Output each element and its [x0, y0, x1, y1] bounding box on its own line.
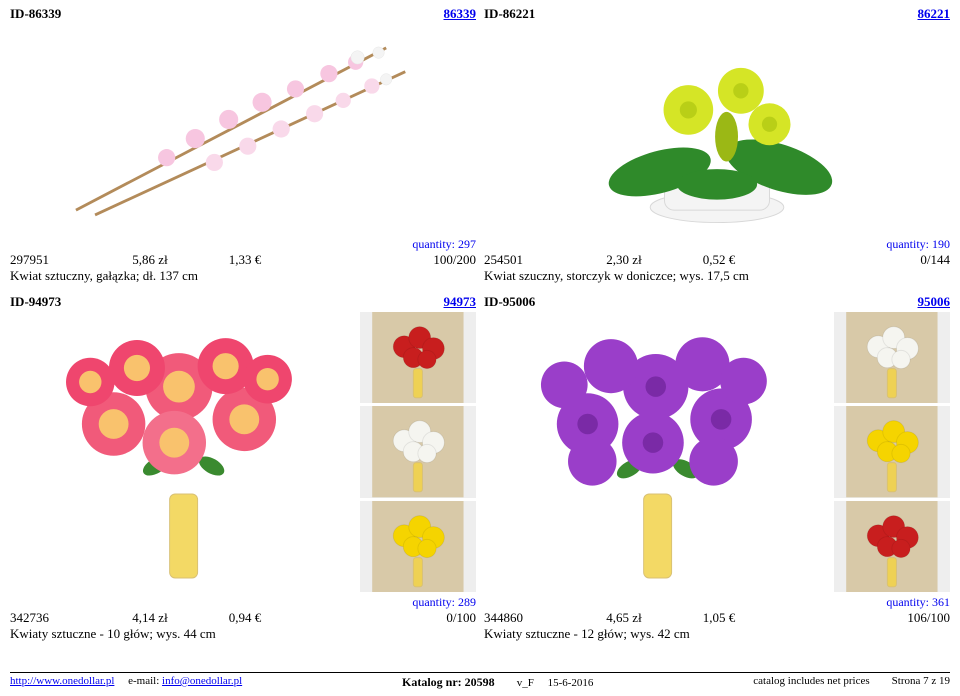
orchid-pot-icon — [484, 24, 950, 234]
card-header: ID-95006 95006 — [484, 294, 950, 310]
price-zl: 2,30 zł — [569, 252, 679, 268]
sku: 254501 — [484, 252, 569, 268]
product-row-1: ID-86339 86339 — [10, 6, 950, 284]
product-link[interactable]: 95006 — [918, 294, 951, 310]
product-link[interactable]: 86221 — [918, 6, 951, 22]
product-desc: Kwiaty sztuczne - 12 głów; wys. 42 cm — [484, 626, 950, 642]
thumb-column — [360, 312, 476, 592]
pack-qty: 0/100 — [285, 610, 476, 626]
price-zl: 4,14 zł — [95, 610, 205, 626]
photo-area — [10, 24, 476, 234]
quantity-label: quantity: 190 — [484, 237, 950, 252]
product-desc: Kwiat sztuczny, gałązka; dł. 137 cm — [10, 268, 476, 284]
card-header: ID-86339 86339 — [10, 6, 476, 22]
product-desc: Kwiaty sztuczne - 10 głów; wys. 44 cm — [10, 626, 476, 642]
quantity-label: quantity: 297 — [10, 237, 476, 252]
product-thumbnail[interactable] — [360, 406, 476, 497]
catalog-number: Katalog nr: 20598 — [402, 675, 495, 689]
thumb-column — [834, 312, 950, 592]
price-zl: 5,86 zł — [95, 252, 205, 268]
footer-center: Katalog nr: 20598 v_F 15-6-2016 — [402, 675, 593, 690]
flower-branch-icon — [10, 24, 476, 234]
photo-area — [484, 312, 950, 592]
date-label: 15-6-2016 — [548, 677, 594, 689]
page-footer: http://www.onedollar.pl e-mail: info@one… — [10, 672, 950, 690]
pack-qty: 106/100 — [759, 610, 950, 626]
product-thumbnail[interactable] — [834, 406, 950, 497]
price-eur: 1,33 € — [205, 252, 285, 268]
product-id: ID-94973 — [10, 294, 61, 310]
sku: 297951 — [10, 252, 95, 268]
footer-right: catalog includes net prices Strona 7 z 1… — [753, 675, 950, 690]
product-link[interactable]: 86339 — [444, 6, 477, 22]
footer-left: http://www.onedollar.pl e-mail: info@one… — [10, 675, 242, 690]
net-prices-label: catalog includes net prices — [753, 675, 869, 687]
rose-bouquet-icon — [484, 312, 831, 592]
version-label: v_F — [517, 677, 534, 689]
sku: 342736 — [10, 610, 95, 626]
card-header: ID-94973 94973 — [10, 294, 476, 310]
photo-area — [484, 24, 950, 234]
product-card: ID-95006 95006 — [484, 294, 950, 642]
site-url-link[interactable]: http://www.onedollar.pl — [10, 675, 114, 687]
price-eur: 1,05 € — [679, 610, 759, 626]
product-id: ID-95006 — [484, 294, 535, 310]
quantity-label: quantity: 361 — [484, 595, 950, 610]
product-thumbnail[interactable] — [360, 312, 476, 403]
product-thumbnail[interactable] — [834, 501, 950, 592]
rose-bouquet-icon — [10, 312, 357, 592]
product-id: ID-86221 — [484, 6, 535, 22]
catalog-page: ID-86339 86339 — [0, 0, 960, 642]
price-row: 254501 2,30 zł 0,52 € 0/144 — [484, 252, 950, 268]
sku: 344860 — [484, 610, 569, 626]
product-card: ID-94973 94973 — [10, 294, 476, 642]
product-row-2: ID-94973 94973 — [10, 294, 950, 642]
price-eur: 0,52 € — [679, 252, 759, 268]
product-thumbnail[interactable] — [834, 312, 950, 403]
price-zl: 4,65 zł — [569, 610, 679, 626]
quantity-label: quantity: 289 — [10, 595, 476, 610]
pack-qty: 0/144 — [759, 252, 950, 268]
price-row: 342736 4,14 zł 0,94 € 0/100 — [10, 610, 476, 626]
product-card: ID-86221 86221 — [484, 6, 950, 284]
email-link[interactable]: info@onedollar.pl — [162, 675, 242, 687]
card-header: ID-86221 86221 — [484, 6, 950, 22]
product-photo — [10, 24, 476, 234]
product-card: ID-86339 86339 — [10, 6, 476, 284]
price-row: 297951 5,86 zł 1,33 € 100/200 — [10, 252, 476, 268]
product-id: ID-86339 — [10, 6, 61, 22]
product-photo — [484, 312, 831, 592]
price-eur: 0,94 € — [205, 610, 285, 626]
photo-area — [10, 312, 476, 592]
price-row: 344860 4,65 zł 1,05 € 106/100 — [484, 610, 950, 626]
product-photo — [10, 312, 357, 592]
product-photo — [484, 24, 950, 234]
pack-qty: 100/200 — [285, 252, 476, 268]
email-label: e-mail: — [128, 675, 162, 687]
page-number: Strona 7 z 19 — [892, 675, 950, 687]
product-thumbnail[interactable] — [360, 501, 476, 592]
product-link[interactable]: 94973 — [444, 294, 477, 310]
product-desc: Kwiat szuczny, storczyk w doniczce; wys.… — [484, 268, 950, 284]
